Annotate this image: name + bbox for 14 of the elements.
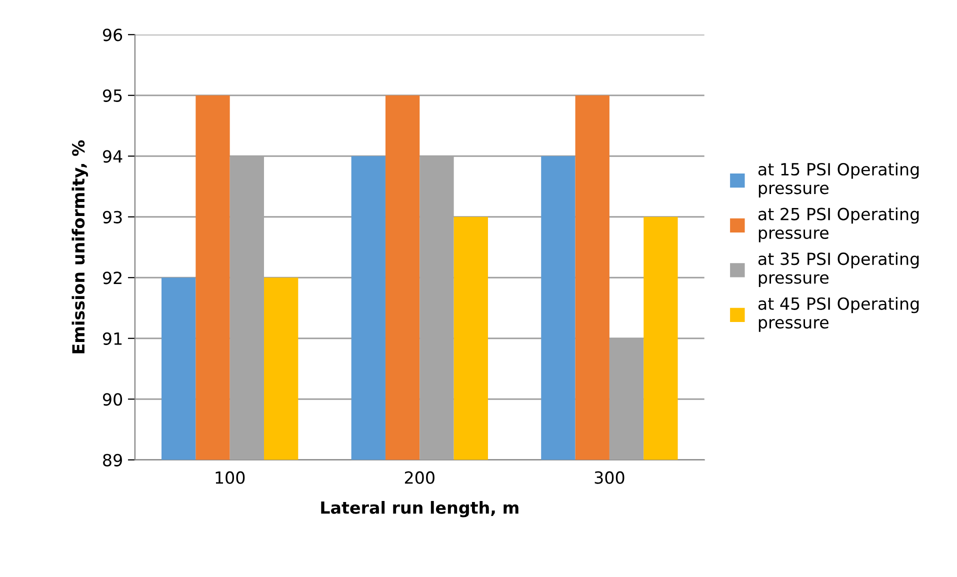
x-tick-label: 100 — [216, 471, 245, 484]
y-tick-label: 90 — [102, 393, 122, 406]
x-axis-title: Lateral run length, m — [321, 501, 518, 518]
y-tick-label: 95 — [102, 89, 122, 102]
x-tick-label: 200 — [404, 471, 434, 484]
y-tick-label: 96 — [102, 28, 122, 42]
y-tick-label: 91 — [102, 332, 122, 345]
legend-label: at 45 PSI Operating pressure — [758, 297, 919, 332]
y-tick-label: 94 — [102, 150, 122, 163]
y-tick-label: 92 — [102, 272, 122, 284]
x-tick-label: 300 — [594, 471, 624, 484]
y-tick-label: 93 — [102, 210, 122, 224]
y-tick-label: 89 — [103, 454, 122, 466]
y-axis-title: Emission uniformity, % — [72, 140, 88, 354]
